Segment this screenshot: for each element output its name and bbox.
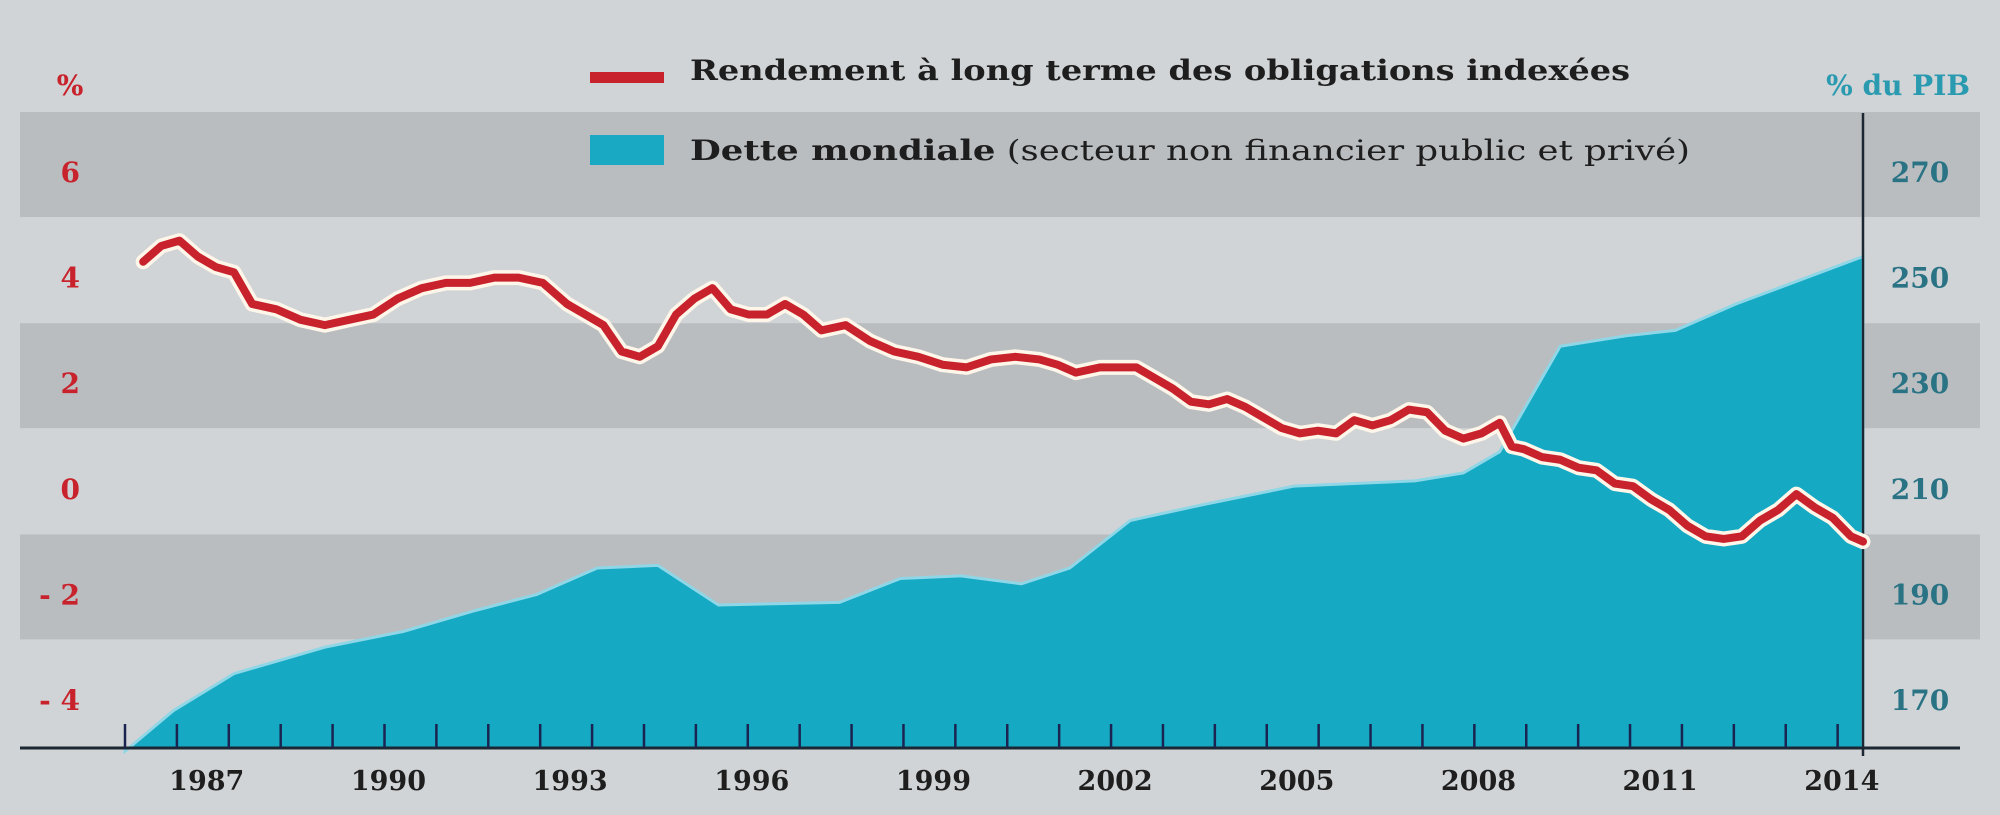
left-axis-unit-label: % xyxy=(57,69,84,102)
x-tick-label: 2008 xyxy=(1441,766,1516,797)
x-tick-label: 1996 xyxy=(714,766,789,797)
left-tick-label: - 4 xyxy=(39,684,80,717)
legend-label-debt-normal: (secteur non financier public et privé) xyxy=(995,134,1690,167)
legend-swatch-debt xyxy=(590,135,664,165)
left-tick-label: 6 xyxy=(61,156,80,189)
x-tick-label: 2005 xyxy=(1259,766,1334,797)
debt-area xyxy=(123,254,1865,755)
gridline-band xyxy=(20,112,1980,217)
debt-area-layer xyxy=(123,254,1865,755)
left-tick-label: 2 xyxy=(61,367,80,400)
x-axis-ticks: 1987 1990 1993 1996 1999 2002 2005 2008 2011 2014 xyxy=(123,724,1879,797)
x-tick-label: 2014 xyxy=(1804,766,1879,797)
axes-layer xyxy=(20,113,1960,756)
right-axis-unit-label: % du PIB xyxy=(1826,69,1970,102)
legend-label-yield: Rendement à long terme des obligations i… xyxy=(690,54,1630,87)
right-tick-label: 210 xyxy=(1891,473,1949,506)
legend-swatch-yield xyxy=(590,72,664,83)
x-tick-label: 1993 xyxy=(533,766,608,797)
x-tick-label: 1987 xyxy=(169,766,244,797)
legend-label-debt: Dette mondiale (secteur non financier pu… xyxy=(690,134,1690,167)
x-tick-label: 2011 xyxy=(1623,766,1698,797)
right-axis-ticks: 270 250 230 210 190 170 xyxy=(1891,156,1949,717)
right-tick-label: 250 xyxy=(1891,262,1949,295)
x-tick-label: 2002 xyxy=(1078,766,1153,797)
yield-line xyxy=(139,236,1867,546)
right-tick-label: 270 xyxy=(1891,156,1949,189)
right-tick-label: 230 xyxy=(1891,367,1949,400)
x-tick-label: 1999 xyxy=(896,766,971,797)
left-tick-label: 4 xyxy=(61,262,80,295)
yield-line-layer xyxy=(135,233,1871,550)
right-tick-label: 190 xyxy=(1891,578,1949,611)
x-tick-label: 1990 xyxy=(351,766,426,797)
left-tick-label: - 2 xyxy=(39,578,80,611)
left-tick-label: 0 xyxy=(61,473,80,506)
legend: Rendement à long terme des obligations i… xyxy=(590,54,1690,167)
right-tick-label: 170 xyxy=(1891,684,1949,717)
legend-label-debt-bold: Dette mondiale xyxy=(690,134,995,167)
left-axis-ticks: 6 4 2 0 - 2 - 4 xyxy=(39,156,80,717)
